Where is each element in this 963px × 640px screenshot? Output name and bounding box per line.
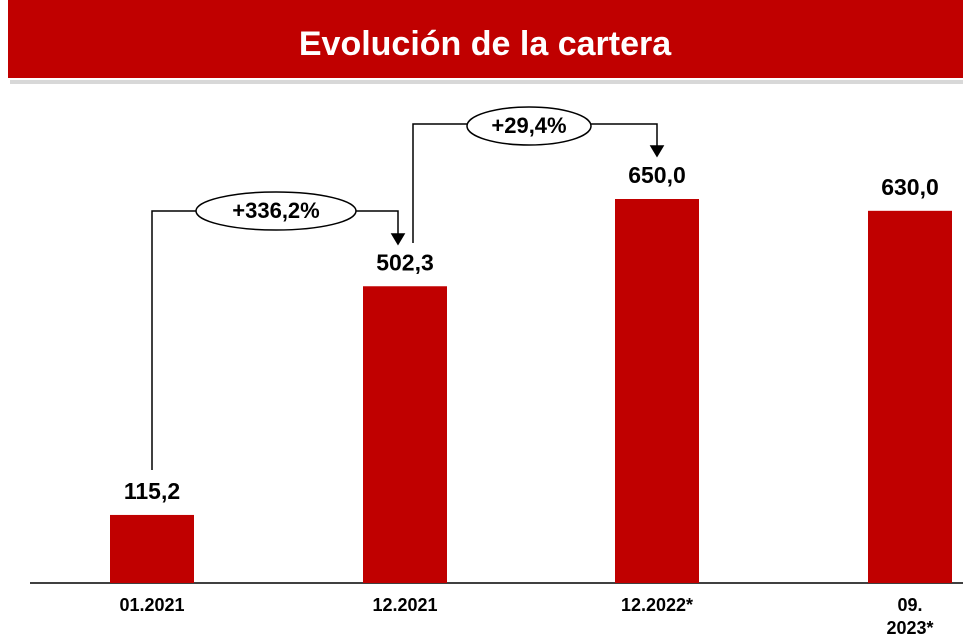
bar [110,514,194,583]
bar [868,210,952,584]
annotation-ellipse [466,106,592,146]
annotation: +336,2% [232,198,319,223]
banner-shadow [10,80,963,84]
value-label: 630,0 [881,174,939,200]
x-tick-label: 12.2021 [372,595,438,615]
value-label: 650,0 [628,162,686,188]
connector [151,210,399,470]
annotation-ellipse [195,191,357,231]
x-tick-label: 09. 2023* [886,595,934,638]
value-label: 115,2 [124,478,180,504]
chart-title: Evolución de la cartera [299,25,672,63]
bar [615,199,699,583]
bar [363,286,447,583]
arrow-head [649,145,665,158]
annotation: +29,4% [491,113,566,138]
arrow-head [390,233,406,246]
value-label: 502,3 [376,249,434,275]
x-tick-label: 12.2022* [620,595,694,615]
title-banner [8,0,963,78]
x-tick-label: 01.2021 [119,595,185,615]
